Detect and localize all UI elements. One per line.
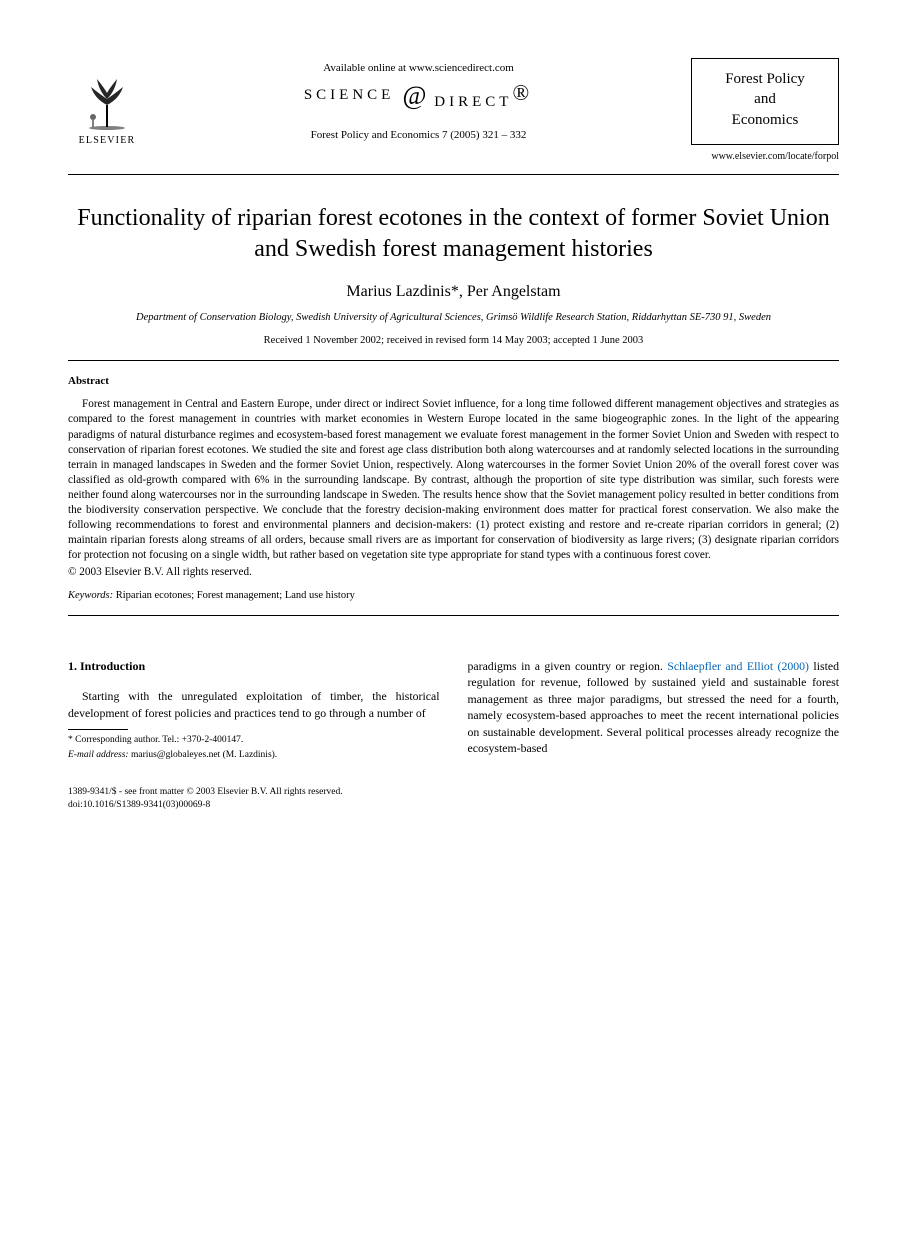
sd-direct-text: DIRECT® <box>434 80 533 111</box>
keywords: Keywords: Riparian ecotones; Forest mana… <box>68 590 839 601</box>
intro-paragraph-left: Starting with the unregulated exploitati… <box>68 688 440 721</box>
sd-science-text: SCIENCE <box>304 87 395 104</box>
authors: Marius Lazdinis*, Per Angelstam <box>68 283 839 301</box>
divider-after-dates <box>68 360 839 361</box>
divider-after-keywords <box>68 615 839 616</box>
abstract-heading: Abstract <box>68 375 839 387</box>
abstract-body: Forest management in Central and Eastern… <box>68 397 839 563</box>
col2-pre: paradigms in a given country or region. <box>468 659 668 673</box>
sd-at-icon: @ <box>402 81 426 111</box>
footnote-divider <box>68 729 128 730</box>
keywords-text: Riparian ecotones; Forest management; La… <box>113 590 355 601</box>
intro-paragraph-right: paradigms in a given country or region. … <box>468 658 840 757</box>
citation-link[interactable]: Schlaepfler and Elliot (2000) <box>667 659 809 673</box>
journal-url: www.elsevier.com/locate/forpol <box>691 151 839 162</box>
available-online-text: Available online at www.sciencedirect.co… <box>146 62 691 74</box>
abstract-copyright: © 2003 Elsevier B.V. All rights reserved… <box>68 566 839 578</box>
keywords-label: Keywords: <box>68 590 113 601</box>
page-footer: 1389-9341/$ - see front matter © 2003 El… <box>68 786 839 812</box>
intro-heading: 1. Introduction <box>68 658 440 675</box>
journal-reference: Forest Policy and Economics 7 (2005) 321… <box>146 129 691 141</box>
column-left: 1. Introduction Starting with the unregu… <box>68 658 440 762</box>
elsevier-tree-icon <box>75 69 139 133</box>
journal-box-line1: Forest Policy <box>698 69 832 89</box>
article-title: Functionality of riparian forest ecotone… <box>68 203 839 265</box>
header-row: ELSEVIER Available online at www.science… <box>68 58 839 166</box>
email-value: marius@globaleyes.net (M. Lazdinis). <box>129 750 278 760</box>
email-footnote: E-mail address: marius@globaleyes.net (M… <box>68 749 440 762</box>
publisher-name: ELSEVIER <box>79 135 136 146</box>
journal-box-wrap: Forest Policy and Economics www.elsevier… <box>691 58 839 166</box>
affiliation: Department of Conservation Biology, Swed… <box>68 311 839 325</box>
footer-line2: doi:10.1016/S1389-9341(03)00069-8 <box>68 799 839 812</box>
article-dates: Received 1 November 2002; received in re… <box>68 335 839 346</box>
corresponding-author-footnote: * Corresponding author. Tel.: +370-2-400… <box>68 734 440 747</box>
email-label: E-mail address: <box>68 750 129 760</box>
journal-box-line3: Economics <box>698 110 832 130</box>
divider-top <box>68 174 839 175</box>
header-center: Available online at www.sciencedirect.co… <box>146 58 691 141</box>
journal-title-box: Forest Policy and Economics <box>691 58 839 145</box>
publisher-logo: ELSEVIER <box>68 58 146 146</box>
sciencedirect-logo: SCIENCE @ DIRECT® <box>304 80 533 111</box>
two-column-body: 1. Introduction Starting with the unregu… <box>68 658 839 762</box>
column-right: paradigms in a given country or region. … <box>468 658 840 762</box>
footer-line1: 1389-9341/$ - see front matter © 2003 El… <box>68 786 839 799</box>
journal-box-line2: and <box>698 89 832 109</box>
